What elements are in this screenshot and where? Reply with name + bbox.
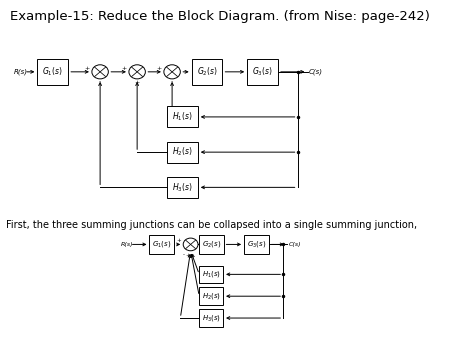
- Text: $G_3(s)$: $G_3(s)$: [252, 66, 273, 78]
- Text: -: -: [183, 252, 185, 257]
- FancyBboxPatch shape: [199, 235, 224, 254]
- Text: -: -: [99, 80, 101, 84]
- Text: $G_3(s)$: $G_3(s)$: [247, 239, 266, 250]
- Text: -: -: [191, 252, 193, 257]
- FancyBboxPatch shape: [167, 177, 198, 198]
- Text: R(s): R(s): [14, 69, 28, 75]
- Text: C(s): C(s): [289, 242, 301, 247]
- Text: First, the three summing junctions can be collapsed into a single summing juncti: First, the three summing junctions can b…: [6, 220, 417, 230]
- FancyBboxPatch shape: [247, 59, 278, 85]
- Text: $H_1(s)$: $H_1(s)$: [172, 111, 193, 123]
- FancyBboxPatch shape: [167, 106, 198, 127]
- Text: +: +: [135, 80, 140, 84]
- Text: +: +: [122, 66, 127, 71]
- Text: Example-15: Reduce the Block Diagram. (from Nise: page-242): Example-15: Reduce the Block Diagram. (f…: [9, 10, 429, 23]
- FancyBboxPatch shape: [199, 266, 223, 283]
- Text: $G_1(s)$: $G_1(s)$: [42, 66, 63, 78]
- Text: +: +: [156, 66, 162, 71]
- FancyBboxPatch shape: [199, 288, 223, 305]
- Text: R(s): R(s): [121, 242, 133, 247]
- Text: $H_1(s)$: $H_1(s)$: [201, 269, 221, 279]
- Text: $H_3(s)$: $H_3(s)$: [172, 181, 193, 193]
- Circle shape: [183, 238, 198, 251]
- Text: $G_1(s)$: $G_1(s)$: [152, 239, 172, 250]
- Text: $G_2(s)$: $G_2(s)$: [197, 66, 218, 78]
- Text: +: +: [177, 238, 182, 244]
- FancyBboxPatch shape: [191, 59, 222, 85]
- Text: +: +: [186, 252, 191, 257]
- FancyBboxPatch shape: [244, 235, 269, 254]
- Text: C(s): C(s): [309, 69, 323, 75]
- Circle shape: [164, 65, 180, 79]
- Text: $H_2(s)$: $H_2(s)$: [172, 146, 193, 158]
- Text: -: -: [171, 80, 173, 84]
- Text: $H_2(s)$: $H_2(s)$: [201, 291, 221, 301]
- Text: $H_3(s)$: $H_3(s)$: [201, 313, 221, 323]
- FancyBboxPatch shape: [199, 309, 223, 327]
- FancyBboxPatch shape: [37, 59, 68, 85]
- FancyBboxPatch shape: [167, 142, 198, 163]
- Circle shape: [129, 65, 146, 79]
- FancyBboxPatch shape: [149, 235, 174, 254]
- Circle shape: [92, 65, 109, 79]
- Text: +: +: [84, 66, 90, 71]
- Text: $G_2(s)$: $G_2(s)$: [201, 239, 221, 250]
